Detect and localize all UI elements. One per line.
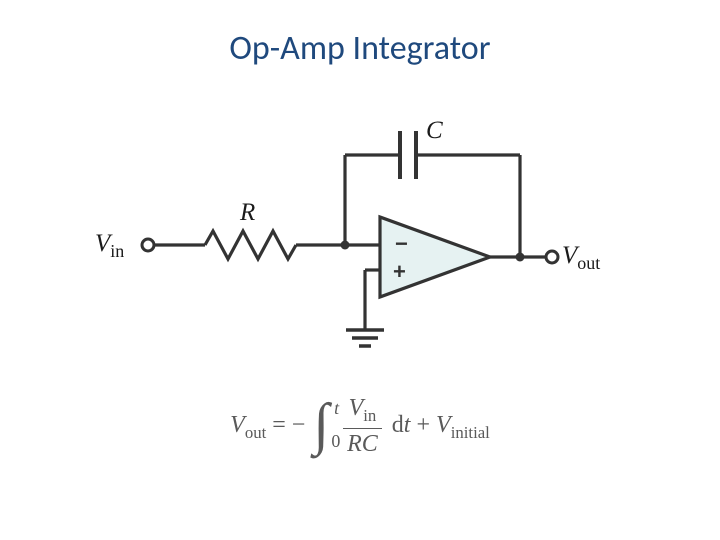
vin-sub: in [110,241,124,261]
equation: Vout = − ∫ t 0 Vin RC dt + Vinitial [0,395,720,458]
fraction: Vin RC [343,395,382,458]
r-text: R [240,199,255,226]
circuit-diagram: − + Vin Vout R C [100,105,620,375]
eq-vout: V [230,412,245,438]
vin-label: Vin [95,230,124,262]
circuit-svg: − + [100,105,620,375]
vout-terminal [546,251,558,263]
capacitor-label: C [426,117,443,145]
vout-v: V [562,242,577,269]
integral-upper: t [334,398,339,419]
page-title: Op-Amp Integrator [0,28,720,69]
title-text: Op-Amp Integrator [229,28,490,69]
eq-d: d [392,412,404,438]
node-output [516,253,525,262]
resistor [205,231,296,259]
vin-terminal [142,239,154,251]
eq-equals: = − [272,412,311,438]
eq-vi: V [436,412,451,438]
eq-vi-sub: initial [451,423,490,442]
frac-den: RC [343,429,382,458]
opamp-minus-label: − [395,231,408,256]
opamp-body [380,217,490,297]
eq-vout-sub: out [245,423,266,442]
vout-sub: out [577,253,600,273]
integral: ∫ t 0 [313,402,329,450]
vin-v: V [95,230,110,257]
opamp-plus-label: + [393,259,406,284]
eq-t: t [404,412,411,438]
frac-num-v: V [349,395,364,421]
frac-num-sub: in [363,406,376,425]
integral-symbol: ∫ [313,393,329,456]
integral-lower: 0 [331,431,340,452]
eq-plus: + [416,412,436,438]
vout-label: Vout [562,242,600,274]
c-text: C [426,117,443,144]
resistor-label: R [240,199,255,227]
